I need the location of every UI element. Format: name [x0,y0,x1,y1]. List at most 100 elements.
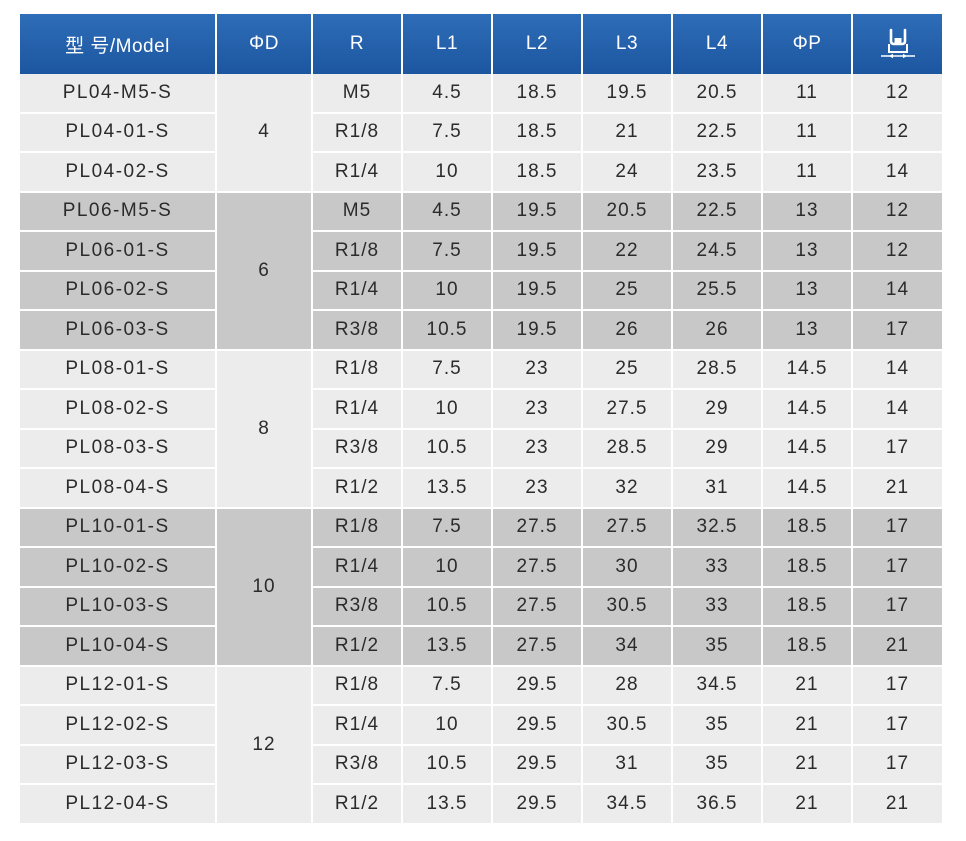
wrench-hex-size-icon [880,28,915,59]
cell-l4: 35 [672,744,763,785]
cell-l1: 10.5 [402,744,493,785]
cell-op: 14.5 [762,349,853,390]
cell-l1: 10.5 [402,428,493,469]
cell-l4: 20.5 [672,74,763,114]
cell-l1: 13.5 [402,784,493,825]
cell-model: PL08-04-S [20,468,217,509]
cell-l4: 23.5 [672,152,763,193]
table-row: PL06-M5-S 6 M5 4.5 19.5 20.5 22.5 13 12 [20,191,942,351]
table-row: PL04-02-S R1/4 10 18.5 24 23.5 11 14 [20,152,942,193]
cell-l4: 24.5 [672,231,763,272]
cell-l1: 7.5 [402,665,493,706]
cell-op: 11 [762,112,853,153]
cell-hex: 12 [852,74,942,114]
cell-hex: 21 [852,784,942,825]
header-row: 型 号/Model ΦD R L1 L2 L3 L4 ΦP [20,14,942,74]
cell-l4: 22.5 [672,112,763,153]
cell-op: 13 [762,191,853,232]
cell-op: 11 [762,74,853,114]
cell-l3: 22 [582,231,673,272]
table-row: PL08-03-S R3/8 10.5 23 28.5 29 14.5 17 [20,428,942,469]
cell-op: 21 [762,665,853,706]
cell-model: PL06-02-S [20,270,217,311]
header-l3: L3 [582,14,673,74]
cell-r: R1/4 [312,152,403,193]
cell-model: PL06-03-S [20,310,217,351]
cell-l1: 7.5 [402,349,493,390]
cell-od: 8 [216,349,313,509]
header-l1: L1 [402,14,493,74]
cell-l1: 7.5 [402,231,493,272]
cell-hex: 17 [852,744,942,785]
table-row: PL04-01-S R1/8 7.5 18.5 21 22.5 11 12 [20,112,942,153]
table-row: PL12-04-S R1/2 13.5 29.5 34.5 36.5 21 21 [20,784,942,825]
cell-hex: 17 [852,665,942,706]
row-group-od-10: PL10-01-S 10 R1/8 7.5 27.5 27.5 32.5 18.5 17 PL10… [20,507,942,667]
cell-op: 21 [762,744,853,785]
cell-hex: 14 [852,349,942,390]
cell-r: R1/4 [312,389,403,430]
cell-l3: 26 [582,310,673,351]
cell-r: R1/8 [312,349,403,390]
cell-l3: 34.5 [582,784,673,825]
cell-l3: 31 [582,744,673,785]
table-row: PL06-01-S R1/8 7.5 19.5 22 24.5 13 12 [20,231,942,272]
cell-l2: 18.5 [492,112,583,153]
cell-l3: 20.5 [582,191,673,232]
cell-model: PL08-03-S [20,428,217,469]
cell-op: 13 [762,310,853,351]
cell-l4: 26 [672,310,763,351]
cell-l2: 29.5 [492,744,583,785]
cell-op: 13 [762,231,853,272]
cell-r: R1/2 [312,626,403,667]
cell-r: R1/2 [312,784,403,825]
cell-l1: 10 [402,705,493,746]
row-group-od-8: PL08-01-S 8 R1/8 7.5 23 25 28.5 14.5 14 PL08-02-S… [20,349,942,509]
cell-l4: 31 [672,468,763,509]
table-row: PL10-02-S R1/4 10 27.5 30 33 18.5 17 [20,547,942,588]
cell-model: PL08-01-S [20,349,217,390]
cell-l3: 25 [582,270,673,311]
cell-l4: 33 [672,586,763,627]
cell-model: PL12-01-S [20,665,217,706]
cell-l2: 27.5 [492,547,583,588]
cell-model: PL04-01-S [20,112,217,153]
row-group-od-6: PL06-M5-S 6 M5 4.5 19.5 20.5 22.5 13 12 PL06-01-S… [20,191,942,351]
cell-l2: 29.5 [492,665,583,706]
cell-hex: 17 [852,586,942,627]
cell-op: 21 [762,705,853,746]
table-row: PL08-01-S 8 R1/8 7.5 23 25 28.5 14.5 14 [20,349,942,509]
cell-l1: 13.5 [402,626,493,667]
cell-r: R1/8 [312,231,403,272]
cell-model: PL12-02-S [20,705,217,746]
cell-hex: 17 [852,507,942,548]
cell-l4: 35 [672,626,763,667]
cell-hex: 17 [852,547,942,588]
cell-op: 14.5 [762,468,853,509]
cell-od: 12 [216,665,313,825]
cell-r: R1/8 [312,112,403,153]
header-od: ΦD [216,14,313,74]
cell-l3: 24 [582,152,673,193]
cell-hex: 21 [852,468,942,509]
cell-l1: 10 [402,270,493,311]
header-hex [852,14,942,74]
cell-r: R3/8 [312,744,403,785]
cell-model: PL10-04-S [20,626,217,667]
cell-r: R3/8 [312,310,403,351]
table-row: PL10-03-S R3/8 10.5 27.5 30.5 33 18.5 17 [20,586,942,627]
cell-l1: 7.5 [402,112,493,153]
cell-r: M5 [312,74,403,114]
cell-l3: 19.5 [582,74,673,114]
cell-r: R1/4 [312,270,403,311]
cell-hex: 17 [852,428,942,469]
cell-l1: 13.5 [402,468,493,509]
cell-l2: 23 [492,349,583,390]
cell-model: PL12-04-S [20,784,217,825]
cell-r: M5 [312,191,403,232]
cell-hex: 14 [852,152,942,193]
cell-l1: 10.5 [402,586,493,627]
cell-l2: 27.5 [492,626,583,667]
cell-hex: 14 [852,270,942,311]
cell-model: PL10-02-S [20,547,217,588]
